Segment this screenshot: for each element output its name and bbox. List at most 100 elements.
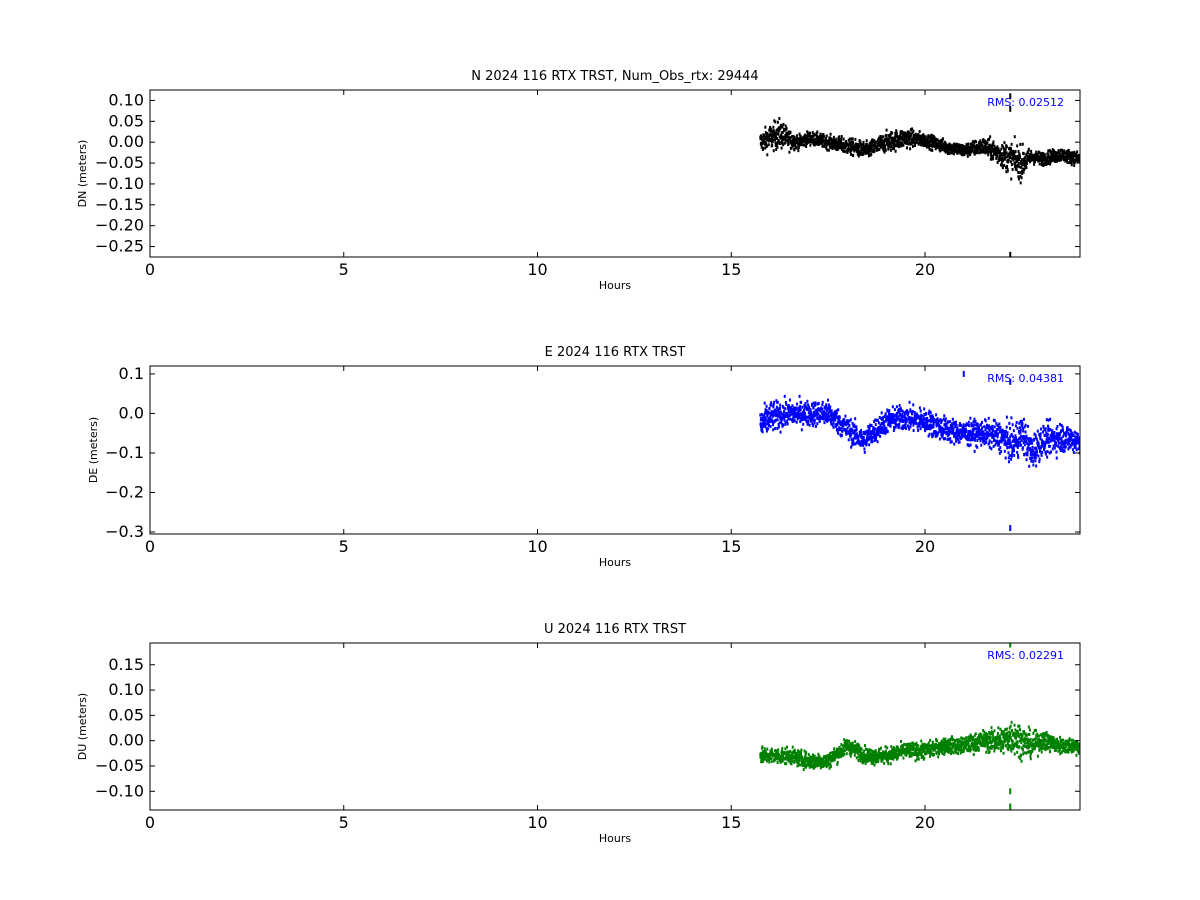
data-point bbox=[1019, 440, 1022, 444]
data-point bbox=[848, 752, 851, 756]
data-point bbox=[1057, 444, 1060, 448]
data-point bbox=[780, 133, 783, 137]
data-point bbox=[1046, 435, 1049, 439]
data-point bbox=[1065, 431, 1068, 434]
data-point bbox=[762, 421, 765, 425]
data-point bbox=[1021, 163, 1024, 167]
data-point bbox=[832, 139, 835, 143]
data-point bbox=[869, 143, 872, 147]
data-point bbox=[800, 748, 803, 752]
data-point bbox=[797, 412, 800, 416]
data-point bbox=[1013, 449, 1016, 453]
data-point bbox=[981, 426, 984, 430]
data-point bbox=[841, 425, 844, 429]
data-point bbox=[1071, 154, 1074, 158]
data-point bbox=[804, 755, 807, 759]
data-point bbox=[943, 739, 946, 743]
data-point bbox=[905, 753, 908, 757]
data-point bbox=[851, 741, 854, 745]
data-point bbox=[1018, 165, 1021, 169]
data-point bbox=[772, 423, 775, 427]
data-point bbox=[853, 750, 856, 754]
data-point bbox=[1019, 419, 1022, 423]
data-point bbox=[862, 435, 865, 439]
x-tick-label: 15 bbox=[721, 260, 741, 279]
data-point bbox=[904, 133, 907, 137]
data-point bbox=[930, 133, 933, 137]
data-point bbox=[789, 412, 792, 416]
data-point bbox=[1016, 450, 1019, 454]
data-point bbox=[777, 422, 780, 426]
data-point bbox=[1010, 416, 1013, 420]
data-point bbox=[1066, 442, 1069, 446]
data-point bbox=[775, 399, 778, 403]
data-point bbox=[1073, 439, 1076, 443]
data-point bbox=[1068, 155, 1071, 159]
data-point bbox=[888, 750, 890, 754]
data-point bbox=[867, 424, 870, 428]
data-point bbox=[773, 749, 776, 753]
data-point bbox=[830, 409, 833, 413]
data-point bbox=[1057, 149, 1060, 153]
data-point bbox=[1066, 426, 1069, 430]
data-point bbox=[1048, 451, 1051, 455]
data-point bbox=[1053, 446, 1056, 450]
data-point bbox=[811, 418, 814, 422]
data-point bbox=[1067, 440, 1070, 444]
data-point bbox=[829, 764, 832, 768]
data-point bbox=[908, 416, 911, 420]
data-point bbox=[911, 751, 914, 755]
data-point bbox=[927, 134, 930, 138]
data-point bbox=[1022, 441, 1025, 445]
data-point bbox=[1010, 457, 1013, 461]
data-point bbox=[986, 426, 989, 430]
data-point bbox=[948, 747, 951, 751]
data-point bbox=[785, 402, 788, 406]
data-point bbox=[789, 417, 792, 421]
data-point bbox=[788, 751, 791, 755]
data-point bbox=[972, 424, 975, 428]
data-point bbox=[878, 136, 881, 140]
data-point bbox=[874, 749, 877, 753]
data-point bbox=[884, 419, 887, 423]
data-point bbox=[968, 444, 971, 448]
data-point bbox=[923, 141, 926, 145]
data-point bbox=[865, 443, 868, 447]
data-point bbox=[943, 752, 946, 756]
data-points bbox=[759, 93, 1080, 257]
data-point bbox=[832, 137, 835, 141]
data-point bbox=[904, 418, 907, 422]
data-point bbox=[848, 424, 851, 428]
data-point bbox=[973, 149, 976, 153]
data-point bbox=[1046, 152, 1049, 156]
data-point bbox=[1028, 437, 1031, 441]
data-point bbox=[969, 748, 972, 752]
data-point bbox=[1020, 419, 1023, 423]
data-point bbox=[944, 417, 947, 421]
data-point bbox=[772, 428, 775, 432]
data-point bbox=[923, 134, 926, 138]
data-point bbox=[855, 425, 858, 429]
data-point bbox=[966, 145, 969, 149]
data-point bbox=[806, 759, 809, 763]
data-point bbox=[984, 150, 987, 154]
data-point bbox=[903, 411, 906, 415]
data-point bbox=[1020, 443, 1022, 447]
data-point bbox=[770, 401, 773, 405]
data-point bbox=[969, 443, 972, 447]
data-point bbox=[987, 153, 990, 157]
data-point bbox=[1072, 451, 1075, 454]
data-point bbox=[1035, 150, 1038, 154]
data-point bbox=[901, 130, 904, 134]
y-tick-label: −0.1 bbox=[105, 443, 144, 462]
data-point bbox=[858, 145, 861, 148]
data-point bbox=[949, 749, 952, 753]
y-axis-label: DE (meters) bbox=[87, 417, 100, 483]
data-point bbox=[811, 416, 814, 420]
data-point bbox=[900, 753, 903, 757]
data-point bbox=[1004, 432, 1007, 436]
data-point bbox=[1014, 161, 1017, 165]
data-point bbox=[831, 415, 834, 419]
data-point bbox=[943, 428, 946, 432]
data-point bbox=[1049, 159, 1052, 163]
